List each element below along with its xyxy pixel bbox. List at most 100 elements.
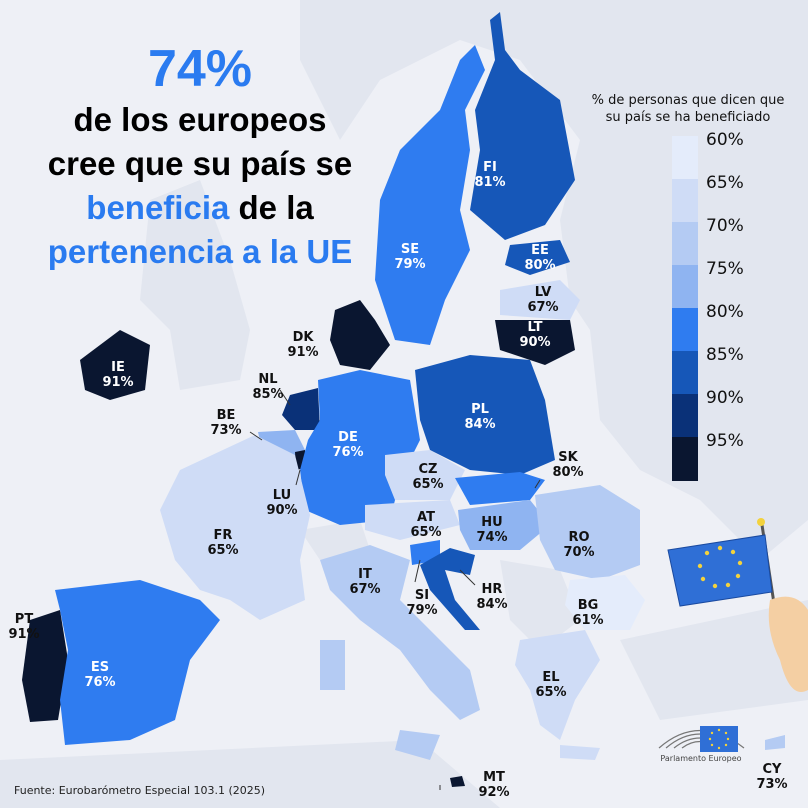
legend-swatch	[672, 136, 698, 180]
country-label-cy: CY 73%	[752, 762, 792, 792]
source-note: Fuente: Eurobarómetro Especial 103.1 (20…	[14, 784, 266, 797]
country-dk	[330, 300, 390, 370]
country-code: LV	[534, 285, 552, 300]
country-at	[365, 500, 460, 540]
country-mt	[450, 776, 465, 787]
country-code: FR	[213, 528, 233, 543]
country-code: EL	[542, 670, 560, 685]
country-value: 85%	[252, 387, 284, 402]
country-label-nl: NL 85%	[248, 372, 288, 402]
legend-swatch	[672, 394, 698, 438]
country-value: 70%	[563, 545, 595, 560]
country-hu	[458, 500, 550, 550]
country-code: HR	[481, 582, 503, 597]
country-value: 80%	[552, 465, 584, 480]
country-se	[375, 45, 485, 345]
country-value: 91%	[102, 375, 134, 390]
non-eu-land-africa	[0, 740, 500, 808]
country-code: SE	[400, 242, 420, 257]
country-label-es: ES 76%	[80, 660, 120, 690]
country-label-si: SI 79%	[402, 588, 442, 618]
legend-tick-label: 60%	[706, 130, 744, 150]
headline-percent: 74%	[147, 40, 253, 98]
country-code: CZ	[418, 462, 438, 477]
country-code: MT	[483, 770, 505, 785]
country-label-be: BE 73%	[206, 408, 246, 438]
legend-title: % de personas que dicen que su país se h…	[591, 93, 785, 125]
country-value: 79%	[406, 603, 438, 618]
country-ie	[80, 330, 150, 400]
leader-lines	[249, 389, 541, 790]
country-nl	[282, 388, 320, 430]
country-code: ES	[90, 660, 110, 675]
country-code: DK	[292, 330, 314, 345]
legend-tick-label: 90%	[706, 388, 744, 408]
country-pt	[22, 610, 68, 722]
country-value: 76%	[84, 675, 116, 690]
legend-swatch	[672, 265, 698, 309]
non-eu-land-balkans	[500, 560, 580, 650]
country-label-pl: PL 84%	[460, 402, 500, 432]
legend-tick-label: 75%	[706, 259, 744, 279]
country-value: 65%	[412, 477, 444, 492]
country-code: LT	[527, 320, 543, 335]
country-label-lu: LU 90%	[262, 488, 302, 518]
country-code: PL	[471, 402, 489, 417]
country-value: 79%	[394, 257, 426, 272]
legend-swatch	[672, 222, 698, 266]
country-lt	[495, 320, 575, 365]
country-code: FI	[483, 160, 497, 175]
country-code: CY	[762, 762, 782, 777]
country-es	[55, 580, 220, 745]
legend-swatch	[672, 351, 698, 395]
country-code: HU	[481, 515, 503, 530]
country-label-de: DE 76%	[328, 430, 368, 460]
country-value: 65%	[535, 685, 567, 700]
country-code: NL	[258, 372, 278, 387]
country-value: 92%	[478, 785, 510, 800]
country-hr	[420, 548, 480, 630]
country-code: AT	[417, 510, 435, 525]
legend-tick-label: 65%	[706, 173, 744, 193]
country-label-fr: FR 65%	[203, 528, 243, 558]
country-code: SK	[558, 450, 578, 465]
country-label-hu: HU 74%	[472, 515, 512, 545]
country-value: 84%	[464, 417, 496, 432]
country-sk	[455, 472, 545, 505]
country-cy	[765, 735, 785, 750]
headline-line-2: cree que su país se	[47, 145, 353, 182]
country-label-pt: PT 91%	[4, 612, 44, 642]
country-code: BG	[577, 598, 599, 613]
legend-tick-label: 85%	[706, 345, 744, 365]
eu-flag-illustration	[667, 518, 808, 692]
legend-tick-label: 95%	[706, 431, 744, 451]
headline-line-3-rest: de la	[229, 189, 314, 226]
country-cz	[385, 450, 465, 500]
country-label-fi: FI 81%	[470, 160, 510, 190]
country-label-bg: BG 61%	[568, 598, 608, 628]
country-label-mt: MT 92%	[474, 770, 514, 800]
country-pl	[415, 355, 555, 475]
country-code: LU	[272, 488, 292, 503]
country-value: 61%	[572, 613, 604, 628]
country-label-it: IT 67%	[345, 567, 385, 597]
headline-line-1: de los europeos	[73, 101, 327, 138]
country-value: 76%	[332, 445, 364, 460]
country-value: 84%	[476, 597, 508, 612]
non-eu-land-turkey	[620, 600, 808, 720]
headline: 74% de los europeos cree que su país se …	[40, 40, 360, 274]
country-code: DE	[338, 430, 358, 445]
country-ro	[535, 485, 640, 580]
country-lv	[500, 280, 580, 320]
country-code: EE	[531, 243, 549, 258]
country-label-ie: IE 91%	[98, 360, 138, 390]
country-value: 90%	[266, 503, 298, 518]
country-value: 80%	[524, 258, 556, 273]
country-bg	[565, 575, 645, 630]
country-el	[515, 630, 600, 760]
country-value: 91%	[287, 345, 319, 360]
country-value: 67%	[349, 582, 381, 597]
country-label-ee: EE 80%	[520, 243, 560, 273]
country-code: IE	[111, 360, 125, 375]
